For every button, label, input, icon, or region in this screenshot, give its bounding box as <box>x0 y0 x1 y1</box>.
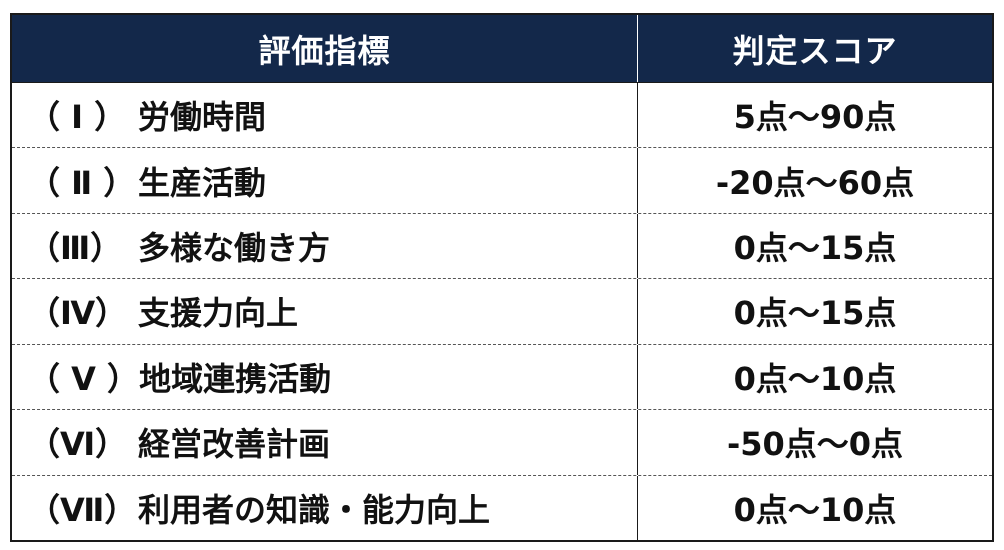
score-cell: 5点～90点 <box>733 98 897 137</box>
header-metric: 評価指標 <box>12 15 638 82</box>
table-row: （Ⅵ） 経営改善計画 -50点～0点 <box>12 409 992 475</box>
row-numeral: （Ⅲ） <box>28 229 123 268</box>
metric-cell: （ Ⅱ ） 生産活動 <box>12 148 638 213</box>
evaluation-score-table: 評価指標 判定スコア （ Ⅰ ） 労働時間 5点～90点 （ Ⅱ ） 生産活動 … <box>10 13 994 542</box>
table-row: （Ⅳ） 支援力向上 0点～15点 <box>12 278 992 344</box>
metric-label: 地域連携活動 <box>139 359 332 398</box>
score-cell: -50点～0点 <box>726 425 904 464</box>
score-cell: 0点～15点 <box>733 294 897 333</box>
row-numeral: （ Ⅴ ） <box>28 359 140 398</box>
row-numeral: （Ⅳ） <box>28 294 128 333</box>
score-cell: -20点～60点 <box>715 163 915 202</box>
metric-cell: （ Ⅰ ） 労働時間 <box>12 83 638 148</box>
score-cell: 0点～10点 <box>733 490 897 529</box>
header-score: 判定スコア <box>732 31 898 70</box>
metric-label: 労働時間 <box>138 98 267 137</box>
metric-cell: （ Ⅴ ） 地域連携活動 <box>12 344 638 410</box>
row-numeral: （ Ⅰ ） <box>28 98 127 137</box>
metric-label: 多様な働き方 <box>138 229 331 268</box>
metric-label: 経営改善計画 <box>138 425 331 464</box>
metric-label: 利用者の知識・能力向上 <box>138 490 491 529</box>
score-cell: 0点～15点 <box>733 229 897 268</box>
table-row: （Ⅶ） 利用者の知識・能力向上 0点～10点 <box>12 474 992 540</box>
metric-cell: （Ⅵ） 経営改善計画 <box>12 410 638 475</box>
metric-cell: （Ⅳ） 支援力向上 <box>12 279 638 344</box>
row-numeral: （Ⅵ） <box>28 425 128 464</box>
table-row: （ Ⅱ ） 生産活動 -20点～60点 <box>12 147 992 213</box>
table-row: （ Ⅰ ） 労働時間 5点～90点 <box>12 82 992 148</box>
metric-label: 生産活動 <box>138 163 267 202</box>
row-numeral: （Ⅶ） <box>28 490 137 529</box>
metric-cell: （Ⅲ） 多様な働き方 <box>12 213 638 279</box>
table-body: （ Ⅰ ） 労働時間 5点～90点 （ Ⅱ ） 生産活動 -20点～60点 （Ⅲ… <box>12 82 992 540</box>
table-row: （Ⅲ） 多様な働き方 0点～15点 <box>12 212 992 279</box>
metric-cell: （Ⅶ） 利用者の知識・能力向上 <box>12 475 638 540</box>
row-numeral: （ Ⅱ ） <box>28 163 136 202</box>
score-cell: 0点～10点 <box>733 359 897 398</box>
metric-label: 支援力向上 <box>138 294 299 333</box>
table-header-row: 評価指標 判定スコア <box>12 15 992 82</box>
table-row: （ Ⅴ ） 地域連携活動 0点～10点 <box>12 343 992 410</box>
